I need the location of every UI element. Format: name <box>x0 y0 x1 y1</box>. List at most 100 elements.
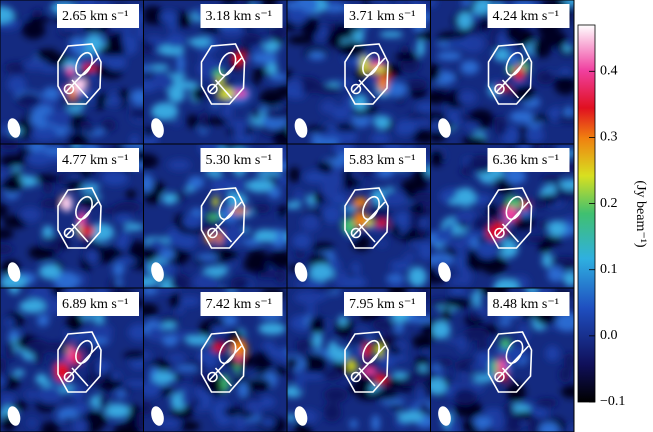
blob <box>188 37 212 47</box>
blob <box>399 232 418 243</box>
blob <box>4 62 28 74</box>
blob <box>444 296 473 309</box>
label-box <box>200 292 283 316</box>
bright-blob <box>499 338 512 349</box>
blob <box>98 45 126 56</box>
blob <box>31 9 44 17</box>
blob <box>416 38 425 57</box>
blob <box>143 6 163 19</box>
blob <box>114 256 138 265</box>
blob <box>430 298 451 307</box>
blob <box>246 178 274 193</box>
beam <box>151 118 164 138</box>
blob <box>205 117 228 126</box>
blob <box>124 380 144 387</box>
contour <box>487 43 533 105</box>
beam <box>438 262 451 282</box>
blob <box>232 176 247 195</box>
blob <box>7 76 27 93</box>
blob <box>320 368 343 381</box>
blob <box>569 423 574 432</box>
blob <box>525 127 545 143</box>
contour <box>57 43 102 105</box>
blob <box>416 386 426 404</box>
blob <box>436 51 462 61</box>
blob <box>300 213 321 232</box>
blob <box>143 351 153 360</box>
blob <box>56 173 68 185</box>
blob <box>394 211 412 228</box>
bright-blob <box>375 220 390 228</box>
blob <box>532 115 551 122</box>
contour <box>63 227 75 239</box>
blob <box>338 315 348 327</box>
blob <box>372 318 394 331</box>
blob <box>36 386 63 405</box>
beam <box>294 262 308 282</box>
blob <box>196 253 220 261</box>
blob <box>162 334 179 347</box>
blob <box>562 215 574 225</box>
blob <box>457 11 472 30</box>
beam <box>294 406 308 426</box>
blob <box>215 174 224 187</box>
blob <box>380 398 406 406</box>
blob <box>541 253 554 268</box>
contour <box>494 371 505 383</box>
beam <box>294 118 308 138</box>
blob <box>212 402 222 420</box>
blob <box>114 278 123 287</box>
blob <box>462 419 478 432</box>
blob <box>5 340 15 361</box>
blob <box>27 418 37 428</box>
blob <box>27 16 51 23</box>
contour <box>207 227 218 239</box>
blob <box>287 35 315 45</box>
blob <box>162 192 178 205</box>
blob <box>149 64 170 71</box>
blob <box>199 320 212 339</box>
blob <box>564 352 574 371</box>
blob <box>160 248 175 260</box>
blob <box>352 108 368 117</box>
blob <box>297 373 326 380</box>
blob <box>172 119 181 126</box>
blob <box>430 253 455 267</box>
blob <box>113 423 141 432</box>
blob <box>547 266 565 283</box>
label-box <box>344 292 426 316</box>
contour <box>207 371 218 383</box>
blob <box>63 417 73 424</box>
blob <box>352 234 371 252</box>
blob <box>39 236 68 244</box>
blob <box>252 203 271 214</box>
blob <box>548 233 562 246</box>
blob <box>158 44 185 56</box>
blob <box>143 381 162 398</box>
blob <box>77 272 87 288</box>
blob <box>461 135 488 144</box>
blob <box>335 127 358 144</box>
blob <box>205 318 226 326</box>
bright-blob <box>207 213 222 221</box>
blob <box>294 290 322 305</box>
blob <box>31 127 59 142</box>
blob <box>409 211 421 229</box>
blob <box>85 249 100 264</box>
blob <box>17 119 32 140</box>
blob <box>262 341 275 350</box>
blob <box>342 176 361 189</box>
blob <box>224 406 241 417</box>
blob <box>505 346 526 363</box>
blob <box>445 222 454 242</box>
blob <box>42 225 54 239</box>
blob <box>463 231 488 239</box>
beam <box>7 118 21 138</box>
contour <box>352 345 386 387</box>
emission-blobs <box>143 288 287 432</box>
blob <box>16 92 41 108</box>
blob <box>320 100 338 115</box>
blob <box>187 175 205 190</box>
blob <box>458 221 468 229</box>
blob <box>292 233 312 250</box>
